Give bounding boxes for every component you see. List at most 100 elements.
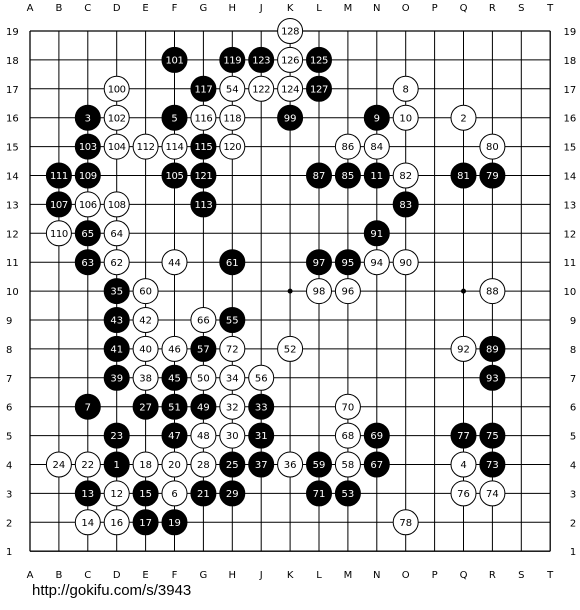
move-number: 3 bbox=[85, 113, 91, 124]
stone-disc bbox=[306, 451, 332, 478]
stone-disc bbox=[132, 278, 159, 305]
move-number: 22 bbox=[81, 460, 94, 471]
stone-disc bbox=[190, 451, 217, 478]
stone-disc bbox=[248, 422, 275, 449]
column-label: E bbox=[142, 3, 148, 14]
column-label: K bbox=[287, 570, 294, 580]
black-stone: 97 bbox=[306, 249, 332, 276]
stone-disc bbox=[190, 191, 217, 218]
stone-disc bbox=[103, 133, 130, 160]
row-label: 12 bbox=[563, 229, 576, 240]
move-number: 94 bbox=[370, 258, 383, 269]
source-url[interactable]: http://gokifu.com/s/3943 bbox=[32, 582, 192, 599]
move-number: 97 bbox=[313, 258, 326, 269]
column-label: S bbox=[518, 570, 524, 580]
column-label: D bbox=[113, 3, 121, 14]
column-label: L bbox=[316, 570, 322, 580]
row-label: 11 bbox=[6, 258, 19, 269]
row-label: 3 bbox=[6, 489, 12, 500]
stone-disc bbox=[334, 278, 361, 305]
white-stone: 18 bbox=[132, 451, 159, 478]
stone-disc bbox=[161, 393, 188, 420]
column-label: P bbox=[432, 570, 438, 580]
column-label: B bbox=[55, 570, 62, 580]
move-number: 96 bbox=[342, 287, 355, 298]
move-number: 68 bbox=[342, 431, 355, 442]
move-number: 34 bbox=[226, 373, 239, 384]
black-stone: 45 bbox=[161, 364, 188, 391]
move-number: 13 bbox=[81, 489, 94, 500]
column-label: N bbox=[373, 570, 380, 580]
move-number: 58 bbox=[342, 460, 355, 471]
move-number: 35 bbox=[110, 287, 123, 298]
stone-disc bbox=[219, 133, 246, 160]
move-number: 81 bbox=[457, 171, 470, 182]
stone-disc bbox=[132, 451, 159, 478]
black-stone: 127 bbox=[306, 75, 332, 102]
move-number: 42 bbox=[139, 316, 152, 327]
move-number: 49 bbox=[197, 402, 210, 413]
stone-disc bbox=[306, 480, 332, 507]
white-stone: 32 bbox=[219, 393, 246, 420]
black-stone: 63 bbox=[74, 249, 101, 276]
move-number: 12 bbox=[110, 489, 123, 500]
move-number: 106 bbox=[79, 200, 97, 211]
black-stone: 59 bbox=[306, 451, 332, 478]
stone-disc bbox=[45, 220, 72, 247]
white-stone: 28 bbox=[190, 451, 217, 478]
move-number: 100 bbox=[108, 84, 126, 95]
white-stone: 122 bbox=[248, 75, 275, 102]
column-label: F bbox=[172, 3, 178, 14]
stone-disc bbox=[74, 393, 101, 420]
move-number: 117 bbox=[194, 84, 212, 95]
row-label: 1 bbox=[570, 547, 576, 558]
black-stone: 125 bbox=[306, 46, 332, 73]
stone-disc bbox=[219, 364, 246, 391]
black-stone: 15 bbox=[132, 480, 159, 507]
black-stone: 91 bbox=[363, 220, 390, 247]
stone-disc bbox=[161, 335, 188, 362]
move-number: 7 bbox=[85, 402, 91, 413]
move-number: 124 bbox=[281, 84, 299, 95]
move-number: 6 bbox=[171, 489, 177, 500]
move-number: 72 bbox=[226, 345, 239, 356]
column-label: J bbox=[259, 570, 263, 580]
white-stone: 46 bbox=[161, 335, 188, 362]
black-stone: 29 bbox=[219, 480, 246, 507]
white-stone: 38 bbox=[132, 364, 159, 391]
row-label: 15 bbox=[6, 143, 19, 154]
stone-disc bbox=[161, 249, 188, 276]
move-number: 19 bbox=[168, 518, 181, 529]
black-stone: 35 bbox=[103, 278, 130, 305]
stone-disc bbox=[74, 509, 101, 536]
move-number: 115 bbox=[194, 142, 212, 153]
move-number: 83 bbox=[399, 200, 412, 211]
white-stone: 116 bbox=[190, 104, 217, 131]
move-number: 53 bbox=[342, 489, 355, 500]
stone-disc bbox=[219, 451, 246, 478]
stone-disc bbox=[363, 104, 390, 131]
move-number: 70 bbox=[342, 402, 355, 413]
move-number: 60 bbox=[139, 287, 152, 298]
white-stone: 124 bbox=[277, 75, 304, 102]
white-stone: 6 bbox=[161, 480, 188, 507]
stone-disc bbox=[277, 451, 304, 478]
white-stone: 110 bbox=[45, 220, 72, 247]
white-stone: 108 bbox=[103, 191, 130, 218]
white-stone: 68 bbox=[334, 422, 361, 449]
column-label: E bbox=[142, 570, 148, 580]
move-number: 14 bbox=[81, 518, 94, 529]
stone-disc bbox=[277, 18, 304, 44]
white-stone: 106 bbox=[74, 191, 101, 218]
move-number: 29 bbox=[226, 489, 239, 500]
stone-disc bbox=[479, 335, 506, 362]
move-number: 36 bbox=[284, 460, 297, 471]
move-number: 51 bbox=[168, 402, 181, 413]
black-stone: 99 bbox=[277, 104, 304, 131]
white-stone: 126 bbox=[277, 46, 304, 73]
column-label: T bbox=[546, 570, 554, 580]
move-number: 113 bbox=[194, 200, 212, 211]
move-number: 103 bbox=[79, 142, 97, 153]
move-number: 122 bbox=[252, 84, 270, 95]
stone-disc bbox=[74, 162, 101, 189]
